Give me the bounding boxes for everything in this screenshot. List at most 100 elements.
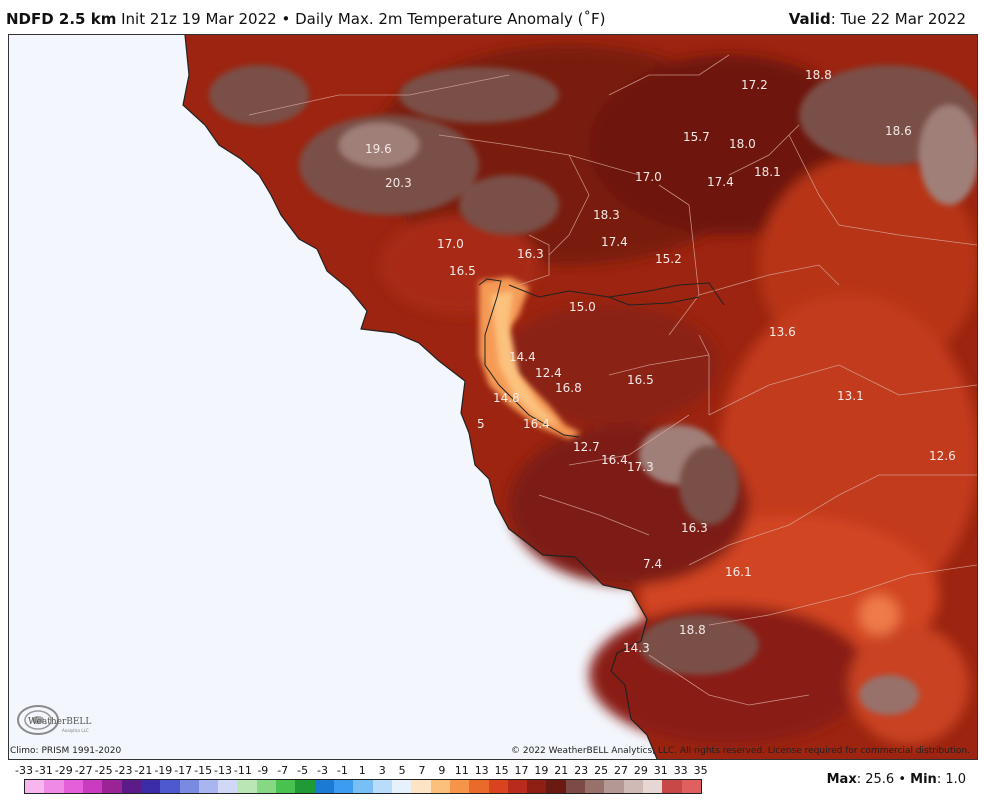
valid-time: Valid: Tue 22 Mar 2022 (789, 10, 966, 28)
map-panel: 17.2 18.8 18.6 19.6 15.7 18.0 20.3 17.0 … (8, 34, 978, 760)
colorbar-tick: -29 (54, 764, 73, 777)
colorbar-swatch (237, 780, 257, 793)
colorbar-tick: -19 (154, 764, 173, 777)
colorbar-swatch (430, 780, 450, 793)
colorbar-tick: 25 (594, 764, 609, 777)
value-label: 13.1 (837, 389, 864, 403)
colorbar-tick: -9 (257, 764, 269, 777)
value-label: 16.3 (681, 521, 708, 535)
colorbar-tick: 29 (633, 764, 648, 777)
value-label: 18.0 (729, 137, 756, 151)
map-title: NDFD 2.5 km Init 21z 19 Mar 2022 • Daily… (6, 10, 605, 28)
value-label: 16.8 (555, 381, 582, 395)
colorbar-swatch (585, 780, 605, 793)
valid-label: Valid (788, 10, 831, 28)
colorbar-swatch (643, 780, 663, 793)
colorbar-tick: 13 (474, 764, 489, 777)
colorbar-swatch (546, 780, 566, 793)
colorbar-tick: 1 (358, 764, 366, 777)
max-label: Max (826, 772, 857, 787)
colorbar-tick: -25 (94, 764, 113, 777)
valid-value: : Tue 22 Mar 2022 (830, 10, 966, 28)
colorbar-swatch (565, 780, 586, 793)
value-label: 16.1 (725, 565, 752, 579)
colorbar (24, 779, 702, 794)
colorbar-tick: 31 (653, 764, 668, 777)
colorbar-swatch (44, 780, 64, 793)
colorbar-swatch (82, 780, 103, 793)
value-label: 19.6 (365, 142, 392, 156)
bay-shoreline (478, 278, 580, 438)
colorbar-tick: 27 (614, 764, 628, 777)
value-label: 16.4 (601, 453, 628, 467)
value-label: 13.6 (769, 325, 796, 339)
colorbar-tick: -31 (34, 764, 53, 777)
colorbar-tick: 23 (574, 764, 589, 777)
value-label: 14.3 (623, 641, 650, 655)
max-value: : 25.6 (856, 772, 895, 787)
colorbar-swatch (314, 780, 334, 793)
value-label: 5 (477, 417, 485, 431)
value-label: 17.0 (635, 170, 662, 184)
colorbar-swatch (63, 780, 83, 793)
colorbar-swatch (218, 780, 238, 793)
colorbar-tick: 35 (693, 764, 708, 777)
colorbar-swatch (469, 780, 489, 793)
field-name: Daily Max. 2m Temperature Anomaly (˚F) (295, 10, 606, 28)
value-label: 17.4 (601, 235, 628, 249)
value-label: 17.2 (741, 78, 768, 92)
logo-swirl-icon: WeatherBELL Analytics LLC (17, 705, 91, 735)
min-value: : 1.0 (936, 772, 966, 787)
product-name: NDFD 2.5 km (6, 10, 117, 28)
colorbar-tick: -11 (233, 764, 252, 777)
colorbar-tick: -27 (74, 764, 93, 777)
value-label: 17.3 (627, 460, 654, 474)
colorbar-tick: -13 (214, 764, 232, 777)
colorbar-swatch (25, 780, 45, 793)
colorbar-swatch (507, 780, 528, 793)
colorbar-swatch (372, 780, 392, 793)
value-label: 18.8 (805, 68, 832, 82)
colorbar-tick: -17 (174, 764, 193, 777)
colorbar-swatch (527, 780, 547, 793)
colorbar-swatch (623, 780, 643, 793)
colorbar-tick-labels: -33 -31 -29 -27 -25 -23 -21 -19 -17 -15 -13 -11 -9 -7… (15, 764, 708, 778)
init-time: Init 21z 19 Mar 2022 (121, 10, 277, 28)
value-label: 20.3 (385, 176, 412, 190)
min-label: Min (910, 772, 937, 787)
colorbar-swatch (681, 780, 701, 793)
colorbar-tick: 21 (554, 764, 569, 777)
value-label: 16.3 (517, 247, 544, 261)
colorbar-tick: 7 (418, 764, 426, 777)
colorbar-tick: 3 (378, 764, 386, 777)
value-label: 17.0 (437, 237, 464, 251)
value-label: 14.8 (493, 391, 520, 405)
colorbar-swatch (488, 780, 508, 793)
logo-text: WeatherBELL (28, 717, 91, 727)
value-label: 16.4 (523, 417, 550, 431)
value-label: 18.8 (679, 623, 706, 637)
colorbar-tick: -3 (317, 764, 328, 777)
value-label: 14.4 (509, 350, 536, 364)
value-label: 15.0 (569, 300, 596, 314)
value-labels: 17.2 18.8 18.6 19.6 15.7 18.0 20.3 17.0 … (365, 68, 956, 655)
coastline (182, 35, 658, 759)
colorbar-swatch (411, 780, 431, 793)
colorbar-tick: 5 (398, 764, 406, 777)
colorbar-swatch (662, 780, 682, 793)
colorbar-swatch (391, 780, 412, 793)
colorbar-swatch (276, 780, 296, 793)
value-label: 18.3 (593, 208, 620, 222)
colorbar-swatch (295, 780, 315, 793)
value-label: 16.5 (449, 264, 476, 278)
terrain-highs (209, 65, 977, 715)
colorbar-swatch (334, 780, 354, 793)
value-label: 7.4 (643, 557, 662, 571)
colorbar-swatch (198, 780, 219, 793)
delta-waterways (508, 282, 725, 306)
climo-note: Climo: PRISM 1991-2020 (10, 746, 122, 756)
colorbar-swatch (604, 780, 624, 793)
colorbar-tick: -5 (297, 764, 309, 777)
value-label: 18.1 (754, 165, 781, 179)
colorbar-swatch (121, 780, 141, 793)
